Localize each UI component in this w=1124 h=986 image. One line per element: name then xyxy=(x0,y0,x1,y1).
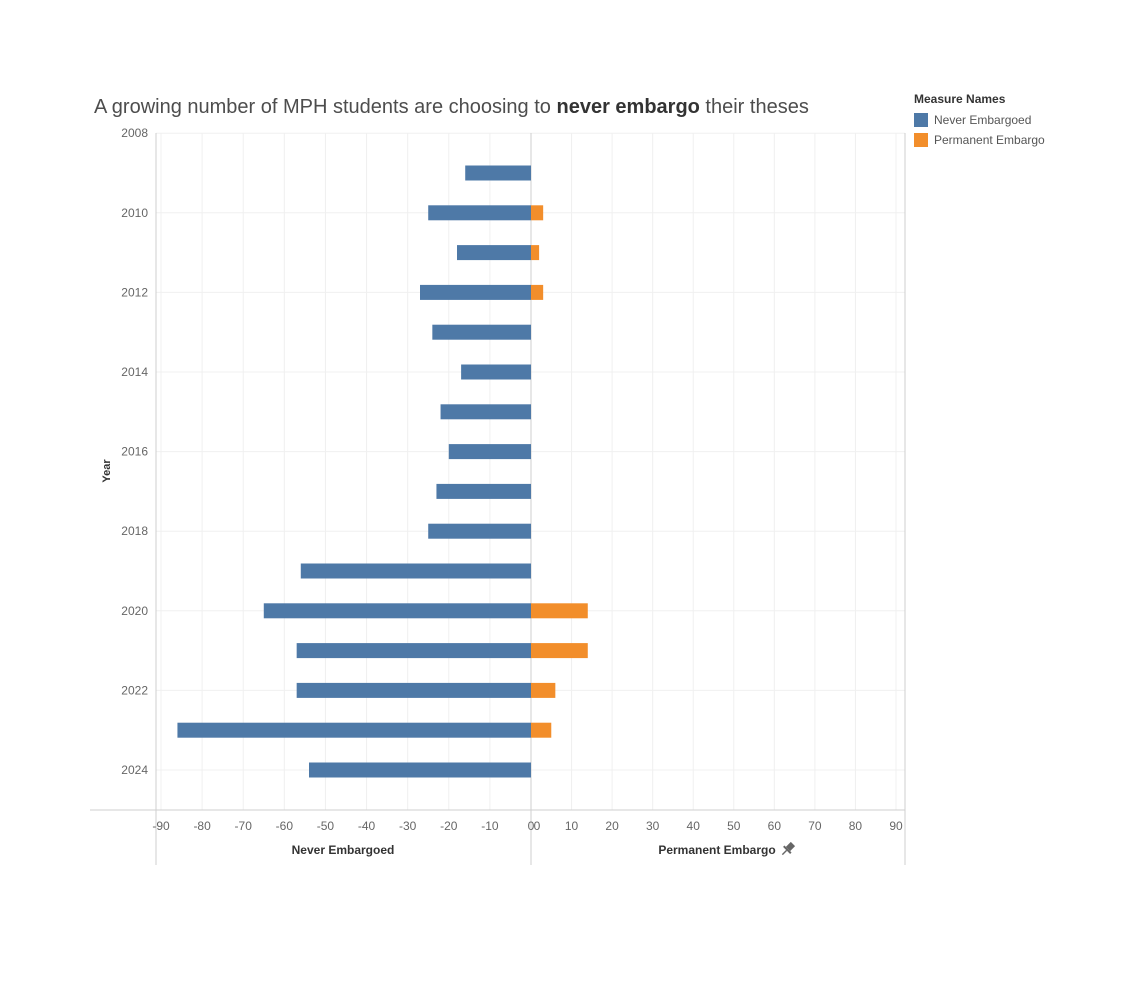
x-tick-label-right: 90 xyxy=(889,819,903,833)
x-tick-label-left: -60 xyxy=(276,819,294,833)
bar-never-embargoed-2013[interactable] xyxy=(432,324,531,340)
chart-title: A growing number of MPH students are cho… xyxy=(94,96,809,119)
legend-item-never-embargoed[interactable]: Never Embargoed xyxy=(914,110,1045,130)
y-tick-label: 2020 xyxy=(121,604,148,618)
y-tick-label: 2012 xyxy=(121,285,148,299)
x-tick-label-left: -30 xyxy=(399,819,417,833)
y-axis-title: Year xyxy=(101,459,113,483)
bar-never-embargoed-2011[interactable] xyxy=(457,245,531,261)
bar-permanent-embargo-2012[interactable] xyxy=(531,284,544,300)
legend-swatch-permanent-embargo xyxy=(914,133,928,147)
pin-icon[interactable] xyxy=(779,841,797,859)
bar-never-embargoed-2020[interactable] xyxy=(263,603,531,619)
x-tick-label-right: 80 xyxy=(849,819,863,833)
x-tick-label-right: 10 xyxy=(565,819,579,833)
bar-permanent-embargo-2010[interactable] xyxy=(531,205,544,221)
bar-permanent-embargo-2011[interactable] xyxy=(531,245,540,261)
legend-label-never-embargoed: Never Embargoed xyxy=(934,113,1032,127)
bar-never-embargoed-2022[interactable] xyxy=(296,682,531,698)
x-axis-title-never-embargoed: Never Embargoed xyxy=(292,843,395,857)
x-tick-label-right: 30 xyxy=(646,819,660,833)
x-tick-label-left: -40 xyxy=(358,819,376,833)
bar-never-embargoed-2012[interactable] xyxy=(420,284,531,300)
bar-never-embargoed-2019[interactable] xyxy=(300,563,531,579)
chart-title-suffix: their theses xyxy=(699,96,809,118)
legend-swatch-never-embargoed xyxy=(914,113,928,127)
y-tick-label: 2016 xyxy=(121,445,148,459)
y-tick-label: 2018 xyxy=(121,524,148,538)
x-tick-label-right: 70 xyxy=(808,819,822,833)
chart-title-emphasis: never embargo xyxy=(556,96,700,118)
x-tick-label-left: 0 xyxy=(528,819,535,833)
bar-never-embargoed-2016[interactable] xyxy=(448,444,531,460)
bar-permanent-embargo-2023[interactable] xyxy=(531,722,552,738)
legend-title: Measure Names xyxy=(914,92,1006,106)
y-tick-label: 2008 xyxy=(121,126,148,140)
bar-permanent-embargo-2021[interactable] xyxy=(531,643,588,659)
x-tick-label-left: -20 xyxy=(440,819,458,833)
chart-title-prefix: A growing number of MPH students are cho… xyxy=(94,96,557,118)
x-tick-label-left: -50 xyxy=(317,819,335,833)
bar-permanent-embargo-2020[interactable] xyxy=(531,603,588,619)
y-tick-label: 2024 xyxy=(121,763,148,777)
x-tick-label-left: -70 xyxy=(235,819,253,833)
x-tick-label-left: -90 xyxy=(152,819,170,833)
x-tick-label-right: 60 xyxy=(768,819,782,833)
bar-never-embargoed-2021[interactable] xyxy=(296,643,531,659)
x-axis-title-permanent-embargo: Permanent Embargo xyxy=(658,843,775,857)
bar-never-embargoed-2024[interactable] xyxy=(309,762,531,778)
bar-never-embargoed-2014[interactable] xyxy=(461,364,531,380)
x-tick-label-right: 20 xyxy=(605,819,619,833)
bar-never-embargoed-2009[interactable] xyxy=(465,165,531,181)
bar-never-embargoed-2010[interactable] xyxy=(428,205,531,221)
x-tick-label-right: 0 xyxy=(534,819,541,833)
legend-label-permanent-embargo: Permanent Embargo xyxy=(934,133,1045,147)
y-tick-label: 2010 xyxy=(121,206,148,220)
bar-never-embargoed-2015[interactable] xyxy=(440,404,531,420)
bar-never-embargoed-2018[interactable] xyxy=(428,523,531,539)
legend[interactable]: Measure Names Never Embargoed Permanent … xyxy=(914,92,1045,150)
x-tick-label-left: -10 xyxy=(481,819,499,833)
bar-permanent-embargo-2022[interactable] xyxy=(531,682,556,698)
legend-item-permanent-embargo[interactable]: Permanent Embargo xyxy=(914,130,1045,150)
x-tick-label-right: 40 xyxy=(687,819,701,833)
x-tick-label-right: 50 xyxy=(727,819,741,833)
y-tick-label: 2014 xyxy=(121,365,148,379)
y-tick-label: 2022 xyxy=(121,683,148,697)
x-tick-label-left: -80 xyxy=(193,819,211,833)
bar-never-embargoed-2017[interactable] xyxy=(436,483,531,499)
bar-never-embargoed-2023[interactable] xyxy=(177,722,531,738)
